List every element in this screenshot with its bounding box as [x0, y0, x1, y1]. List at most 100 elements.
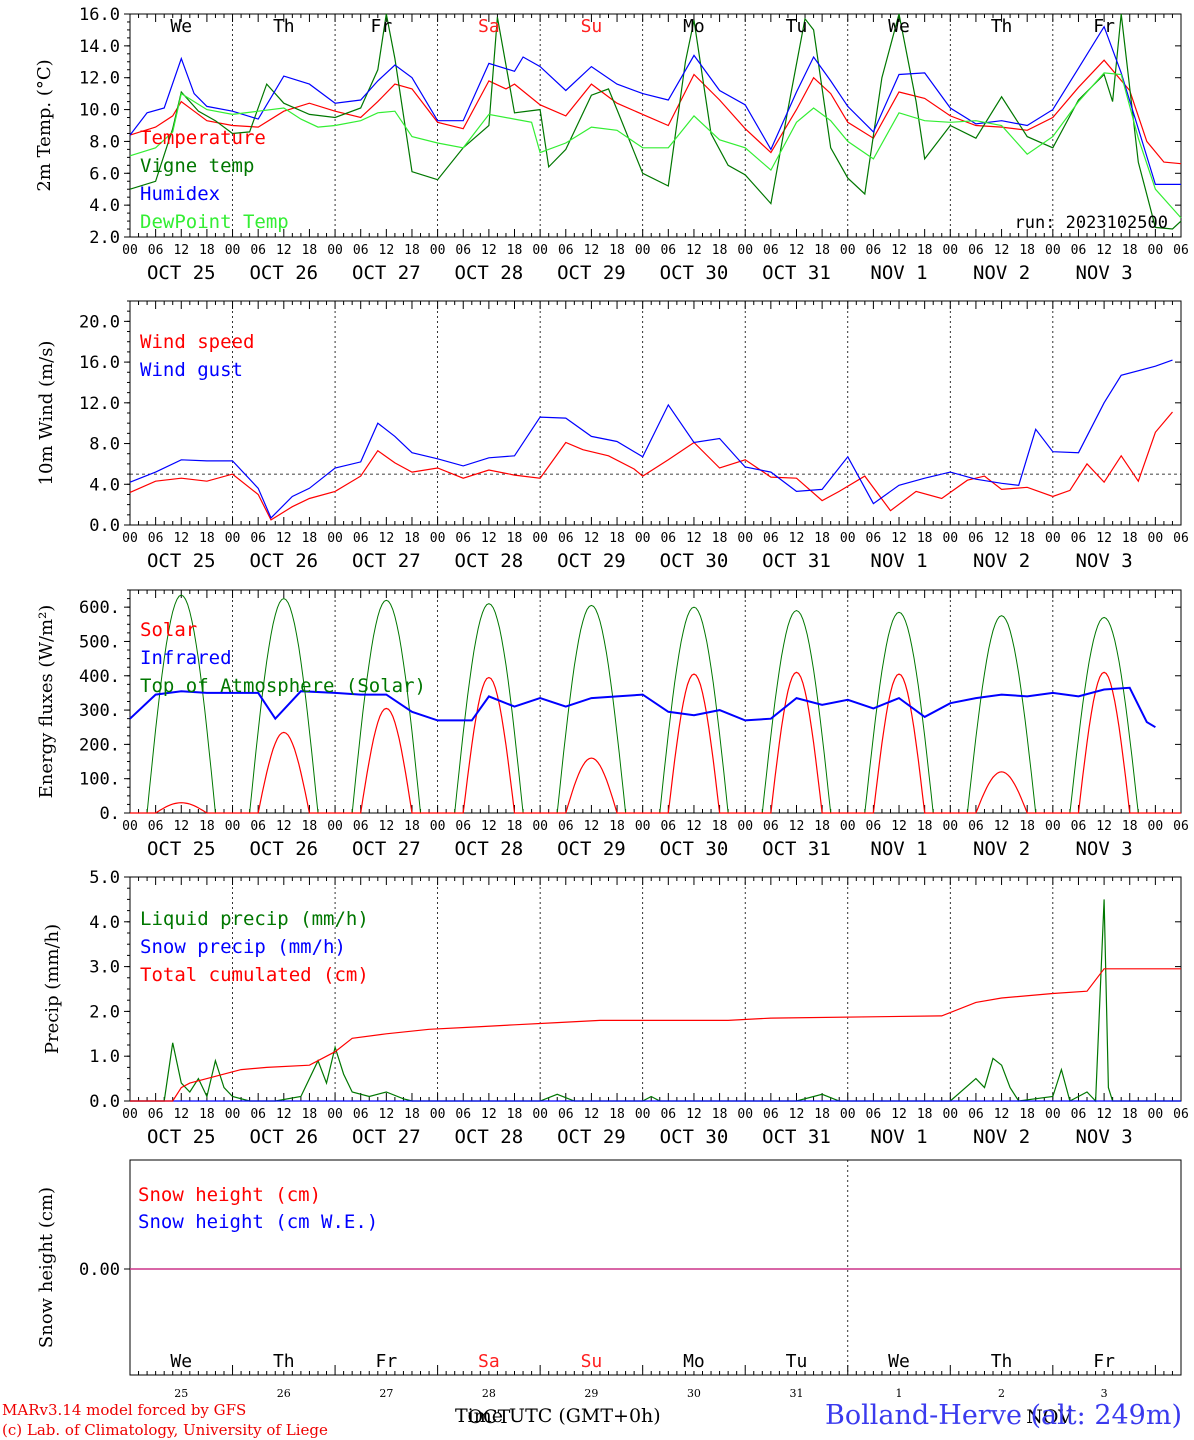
hour-tick-label: 12 — [276, 531, 292, 546]
date-label: OCT 31 — [762, 550, 831, 572]
y-tick-label: 20.0 — [79, 312, 120, 332]
y-tick-label: 0.00 — [79, 1260, 120, 1280]
hour-tick-label: 18 — [404, 243, 420, 258]
day-name-label: Tu — [786, 1351, 808, 1372]
hour-tick-label: 18 — [609, 1107, 625, 1122]
date-label: OCT 25 — [147, 838, 216, 860]
hour-tick-label: 12 — [379, 243, 395, 258]
y-tick-label: 4.0 — [89, 196, 120, 216]
date-label: NOV 1 — [870, 262, 927, 284]
hour-tick-label: 06 — [660, 531, 676, 546]
date-label: OCT 30 — [660, 838, 729, 860]
hour-tick-label: 06 — [148, 819, 164, 834]
hour-tick-label: 18 — [814, 243, 830, 258]
legend-entry: Wind speed — [140, 331, 254, 353]
hour-tick-label: 06 — [558, 243, 574, 258]
hour-tick-label: 00 — [430, 531, 446, 546]
date-label: OCT 25 — [147, 262, 216, 284]
hour-tick-label: 12 — [994, 531, 1010, 546]
series-line-4 — [129, 72, 1182, 219]
hour-tick-label: 00 — [942, 1107, 958, 1122]
day-number-label: 26 — [277, 1387, 291, 1400]
y-tick-label: 2.0 — [89, 1002, 120, 1022]
date-label: OCT 30 — [660, 262, 729, 284]
series-line-infrared — [129, 686, 1156, 729]
hour-tick-label: 12 — [994, 243, 1010, 258]
date-label: OCT 31 — [762, 262, 831, 284]
hour-tick-label: 12 — [891, 531, 907, 546]
date-label: OCT 29 — [557, 838, 626, 860]
day-name-label: Fr — [370, 16, 392, 37]
panel-4: 00 06 12 18 00 06 12 18 00 06 12 18 00 06 12 18 00 06 12 18… — [42, 868, 1189, 1148]
hour-tick-label: 12 — [584, 819, 600, 834]
hour-tick-label: 12 — [994, 1107, 1010, 1122]
hour-tick-label: 06 — [353, 819, 369, 834]
legend-entry: Humidex — [140, 183, 220, 205]
hour-tick-label: 18 — [917, 531, 933, 546]
hour-tick-label: 12 — [584, 243, 600, 258]
day-name-label: Th — [273, 16, 295, 37]
hour-tick-label: 18 — [609, 243, 625, 258]
y-tick-label: 4.0 — [89, 475, 120, 495]
date-label: NOV 2 — [973, 550, 1030, 572]
hour-tick-label: 06 — [148, 1107, 164, 1122]
hour-tick-label: 12 — [584, 531, 600, 546]
y-tick-label: 8.0 — [89, 132, 120, 152]
hour-tick-label: 00 — [430, 1107, 446, 1122]
hour-tick-label: 00 — [122, 531, 138, 546]
legend-entry: Snow height (cm W.E.) — [138, 1211, 378, 1233]
hour-tick-label: 00 — [840, 819, 856, 834]
hour-tick-label: 00 — [122, 243, 138, 258]
hour-tick-label: 18 — [404, 1107, 420, 1122]
date-label: OCT 30 — [660, 1126, 729, 1148]
date-label: OCT 26 — [249, 838, 318, 860]
day-name-label: Mo — [683, 16, 705, 37]
y-tick-label: 500. — [79, 632, 120, 652]
hour-tick-label: 12 — [1096, 1107, 1112, 1122]
hour-tick-label: 18 — [404, 819, 420, 834]
hour-tick-label: 06 — [968, 243, 984, 258]
hour-tick-label: 18 — [917, 1107, 933, 1122]
day-name-label: Sa — [478, 1351, 500, 1372]
date-label: OCT 25 — [147, 1126, 216, 1148]
hour-tick-label: 18 — [507, 243, 523, 258]
y-tick-label: 14.0 — [79, 37, 120, 57]
y-tick-label: 12.0 — [79, 394, 120, 414]
hour-tick-label: 12 — [481, 531, 497, 546]
hour-tick-label: 00 — [532, 531, 548, 546]
hour-tick-label: 06 — [455, 819, 471, 834]
hour-tick-label: 00 — [1045, 243, 1061, 258]
day-name-label: Th — [273, 1351, 295, 1372]
station-label: Bolland-Herve (alt: 249m) — [825, 1400, 1182, 1431]
date-label: OCT 25 — [147, 550, 216, 572]
run-label: run: 2023102500 — [1014, 213, 1168, 233]
date-label: OCT 28 — [455, 838, 524, 860]
legend-entry: Liquid precip (mm/h) — [140, 908, 369, 930]
hour-tick-label: 06 — [763, 243, 779, 258]
hour-tick-label: 18 — [507, 819, 523, 834]
hour-tick-label: 18 — [302, 531, 318, 546]
hour-tick-label: 06 — [968, 1107, 984, 1122]
hour-tick-label: 06 — [558, 1107, 574, 1122]
hour-tick-label: 12 — [379, 1107, 395, 1122]
hour-tick-label: 06 — [763, 1107, 779, 1122]
model-credits: MARv3.14 model forced by GFS (c) Lab. of… — [2, 1400, 328, 1440]
hour-tick-label: 00 — [942, 819, 958, 834]
legend-entry: Total cumulated (cm) — [140, 964, 369, 986]
date-label: OCT 26 — [249, 1126, 318, 1148]
hour-tick-label: 00 — [1148, 531, 1164, 546]
hour-tick-label: 00 — [225, 243, 241, 258]
hour-tick-label: 18 — [199, 1107, 215, 1122]
hour-tick-label: 00 — [635, 243, 651, 258]
hour-tick-label: 18 — [404, 531, 420, 546]
y-axis-label: Snow height (cm) — [36, 1187, 57, 1348]
hour-tick-label: 00 — [225, 531, 241, 546]
y-tick-label: 10.0 — [79, 101, 120, 121]
date-label: NOV 2 — [973, 262, 1030, 284]
hour-tick-label: 00 — [1148, 243, 1164, 258]
hour-tick-label: 18 — [199, 243, 215, 258]
day-name-label: Fr — [1093, 16, 1115, 37]
hour-tick-label: 06 — [866, 531, 882, 546]
date-label: OCT 27 — [352, 550, 421, 572]
